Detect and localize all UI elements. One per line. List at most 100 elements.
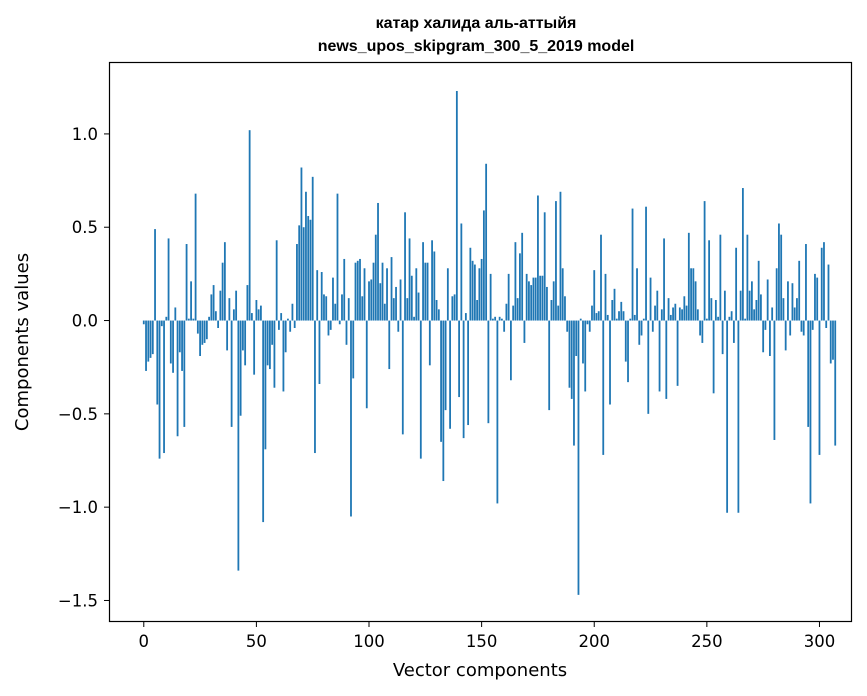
bar-249 [703,201,706,321]
bar-7 [158,320,161,459]
chart-subtitle: news_upos_skipgram_300_5_2019 model [318,38,635,55]
bar-133 [442,320,445,482]
bar-183 [555,201,557,321]
bar-57 [271,320,274,345]
bar-48 [250,313,253,321]
bar-142 [462,320,465,439]
bar-276 [764,320,767,330]
bar-110 [390,257,393,321]
bar-86 [336,193,339,321]
bar-168 [521,232,524,321]
bar-153 [487,320,490,424]
bar-234 [669,314,672,321]
bar-145 [469,247,472,321]
bar-307 [834,320,837,446]
y-tick-label: −1.0 [58,498,98,517]
bar-281 [775,268,778,321]
bar-65 [289,320,292,332]
bar-120 [413,316,415,321]
bar-163 [510,320,512,381]
bar-27 [203,320,206,343]
bar-277 [766,279,769,321]
bar-51 [257,309,260,321]
x-axis-ticks: 0 50 100 150 200 250 300 [139,621,836,651]
bar-15 [176,320,179,437]
bar-210 [615,318,618,321]
x-tick-label: 300 [804,632,836,651]
bar-59 [275,240,278,321]
bar-55 [266,320,269,366]
y-tick-label: 1.0 [72,125,98,144]
bar-108 [386,268,388,321]
bar-104 [377,202,379,321]
bar-29 [208,316,210,321]
x-tick-label: 200 [578,632,610,651]
x-tick-label: 150 [466,632,498,651]
bar-283 [780,234,783,321]
bar-261 [730,311,733,321]
bar-73 [307,216,310,321]
bar-196 [584,320,587,392]
bar-293 [802,320,805,336]
bar-244 [692,268,695,321]
bar-152 [485,163,488,321]
bar-52 [260,305,262,321]
bar-243 [690,268,692,321]
bar-202 [597,311,600,321]
bar-44 [241,320,244,351]
bar-247 [699,320,701,336]
bar-296 [809,320,812,504]
bar-64 [287,318,289,321]
bar-288 [791,283,794,321]
bar-188 [566,320,569,332]
bar-209 [613,288,616,321]
bar-0 [142,320,145,325]
bar-301 [820,247,823,321]
bar-63 [284,320,287,353]
bar-89 [343,258,346,321]
bar-267 [744,318,747,321]
bar-229 [658,320,661,392]
bar-40 [232,309,235,321]
chart-title: катар халида аль-аттыйя [376,15,577,32]
y-axis-ticks: −1.5 −1.0 −0.5 0.0 0.5 1.0 [58,125,110,610]
bar-186 [561,268,564,321]
bar-172 [530,285,533,321]
bar-1 [145,320,147,371]
bar-60 [278,320,280,330]
bar-155 [491,318,494,321]
bar-96 [359,258,361,321]
bar-233 [667,298,670,321]
bar-87 [338,320,341,325]
bar-16 [178,320,181,353]
bar-272 [755,300,758,321]
bar-135 [446,268,449,321]
bar-303 [825,320,828,328]
bar-77 [316,270,319,321]
bar-41 [235,290,238,321]
bar-204 [602,320,605,455]
bar-129 [433,251,436,321]
bar-14 [174,307,177,321]
bar-300 [818,320,821,455]
bar-126 [426,262,429,321]
bar-76 [314,320,316,454]
bar-70 [300,167,303,321]
bar-140 [458,320,460,398]
bar-32 [214,311,217,321]
bar-62 [282,320,285,392]
bar-42 [237,320,240,571]
bar-21 [190,281,192,321]
bar-134 [444,320,447,411]
bar-217 [631,208,634,321]
bar-118 [408,238,411,321]
bar-81 [325,296,328,321]
bar-113 [397,320,400,332]
bar-289 [793,307,796,321]
bar-97 [361,296,364,321]
bar-39 [230,320,233,427]
bar-68 [296,244,298,321]
bar-200 [593,270,596,321]
bar-112 [395,286,397,321]
bar-285 [784,320,787,351]
